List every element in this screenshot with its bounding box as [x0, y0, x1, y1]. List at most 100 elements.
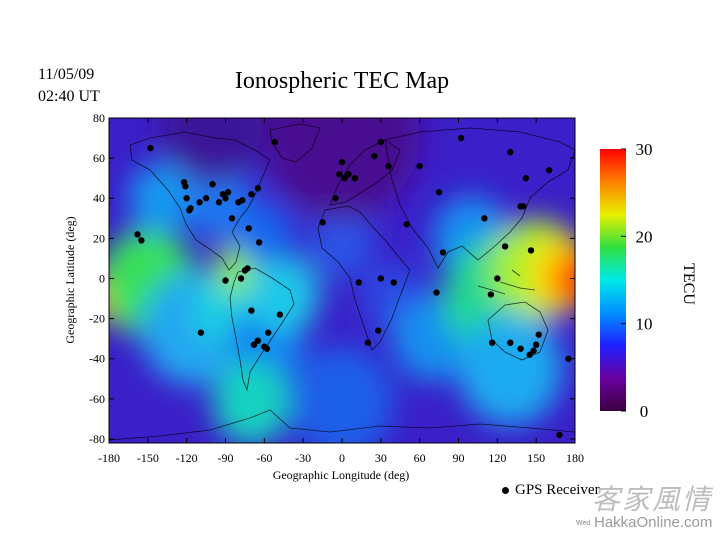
- colorbar-tick-label: 20: [636, 227, 653, 246]
- gps-receiver-point: [196, 199, 203, 206]
- x-tick-label: -150: [137, 451, 159, 465]
- gps-receiver-point: [215, 199, 223, 206]
- map-title: Ionospheric TEC Map: [234, 68, 450, 94]
- colorbar-tick-label: 0: [640, 402, 649, 421]
- x-tick-label: 90: [453, 451, 465, 465]
- y-tick-label: 20: [93, 231, 105, 245]
- y-tick-label: -60: [89, 392, 105, 406]
- colorbar-gradient: [600, 149, 626, 411]
- gps-receiver-point: [209, 181, 216, 188]
- gps-receiver-point: [183, 195, 190, 202]
- x-axis-ticks: -180 -150 -120 -90 -60 -30 0 30 60 90 120 150 180: [98, 118, 584, 465]
- gps-receiver-point: [565, 355, 572, 362]
- x-tick-label: 150: [527, 451, 545, 465]
- tec-region-12: [309, 206, 375, 278]
- gps-receiver-point: [248, 191, 255, 198]
- coast-asia: [384, 127, 575, 269]
- x-tick-label: 30: [375, 451, 387, 465]
- gps-receiver-point: [182, 183, 189, 190]
- gps-receiver-point: [319, 219, 326, 226]
- gps-receiver-point: [355, 279, 363, 286]
- gps-receiver-point: [416, 162, 423, 170]
- y-tick-label: 60: [93, 151, 105, 165]
- date-text: 11/05/09: [38, 66, 95, 83]
- x-tick-label: -120: [176, 451, 198, 465]
- y-tick-label: 80: [93, 111, 105, 125]
- gps-receiver-point: [364, 339, 372, 346]
- gps-receiver-point: [532, 341, 540, 348]
- gps-receiver-point: [457, 134, 465, 142]
- tec-region-9: [128, 162, 194, 234]
- gps-receiver-point: [222, 277, 229, 284]
- gps-receiver-point: [377, 275, 385, 282]
- gps-receiver-point: [265, 329, 272, 336]
- colorbar-label: TECU: [680, 263, 697, 305]
- tec-region-11: [235, 203, 293, 266]
- tec-region-8: [212, 360, 291, 443]
- gps-receiver-point: [517, 203, 524, 210]
- coast-europe-africa: [317, 205, 411, 351]
- tec-region-21: [290, 345, 394, 443]
- gps-receiver-point: [488, 339, 496, 346]
- time-text: 02:40 UT: [38, 88, 100, 105]
- tec-region-19: [551, 252, 575, 305]
- gps-receiver-point: [338, 158, 346, 166]
- coastlines: [109, 123, 575, 441]
- colorbar-ticks: 30 20 10 0: [621, 140, 653, 421]
- gps-receiver-point: [332, 195, 339, 202]
- gps-receiver-point: [507, 339, 514, 346]
- gps-receiver-point: [526, 351, 533, 358]
- gps-receiver-point: [336, 170, 343, 178]
- gps-receiver-point: [341, 174, 348, 182]
- gps-receiver-point: [187, 205, 194, 212]
- x-tick-label: 180: [566, 451, 584, 465]
- gps-receiver-point: [403, 221, 410, 228]
- gps-receiver-point: [507, 148, 514, 156]
- tec-region-20: [458, 311, 563, 426]
- x-tick-label: -60: [256, 451, 272, 465]
- gps-receiver-point: [271, 138, 278, 146]
- gps-receiver-point: [197, 329, 205, 336]
- gps-receiver-point: [138, 237, 145, 244]
- gps-receiver-point: [545, 166, 553, 174]
- gps-receiver-point: [147, 144, 154, 152]
- gps-receiver-point: [245, 225, 252, 232]
- legend-label: GPS Receiver: [515, 482, 600, 498]
- gps-receiver-point: [228, 215, 236, 222]
- gps-receiver-point: [390, 279, 397, 286]
- gps-receiver-point: [433, 289, 440, 296]
- gps-receiver-point: [345, 170, 352, 178]
- gps-receiver-point: [222, 195, 229, 202]
- x-tick-label: -30: [295, 451, 311, 465]
- gps-receiver-point: [377, 138, 385, 146]
- colorbar-tick-label: 30: [636, 140, 653, 159]
- y-axis-ticks: 80 60 40 20 0 -20 -40 -60 -80: [89, 111, 575, 446]
- gps-receiver-point: [494, 275, 501, 282]
- watermark-small-text: Wed: [576, 520, 591, 527]
- gps-receiver-point: [244, 265, 251, 272]
- gps-receiver-point: [276, 311, 284, 318]
- gps-receiver-point: [435, 189, 443, 196]
- gps-receiver-point: [487, 291, 495, 298]
- gps-receiver-point: [517, 345, 524, 352]
- colorbar-tick-label: 10: [636, 315, 653, 334]
- gps-receiver-point: [535, 331, 542, 338]
- y-tick-label: 0: [99, 271, 105, 285]
- map-plot-area: [108, 117, 576, 444]
- gps-receiver-point: [239, 197, 246, 204]
- x-tick-label: 120: [488, 451, 506, 465]
- gps-receiver-point: [237, 275, 245, 282]
- coast-south-america: [229, 267, 295, 392]
- gps-receiver-point: [224, 189, 232, 196]
- gps-receiver-point: [254, 337, 262, 344]
- legend: GPS Receiver: [502, 482, 600, 499]
- gps-receiver-point: [248, 307, 255, 314]
- gps-receiver-point: [439, 249, 447, 256]
- x-tick-label: -90: [218, 451, 234, 465]
- y-tick-label: -20: [89, 312, 105, 326]
- gps-receiver-point: [375, 327, 382, 334]
- gps-receiver-point: [250, 341, 258, 348]
- watermark-text: HakkaOnline.com: [594, 514, 713, 531]
- gps-receiver-point: [254, 185, 262, 192]
- colorbar: 30 20 10 0 TECU: [600, 140, 697, 421]
